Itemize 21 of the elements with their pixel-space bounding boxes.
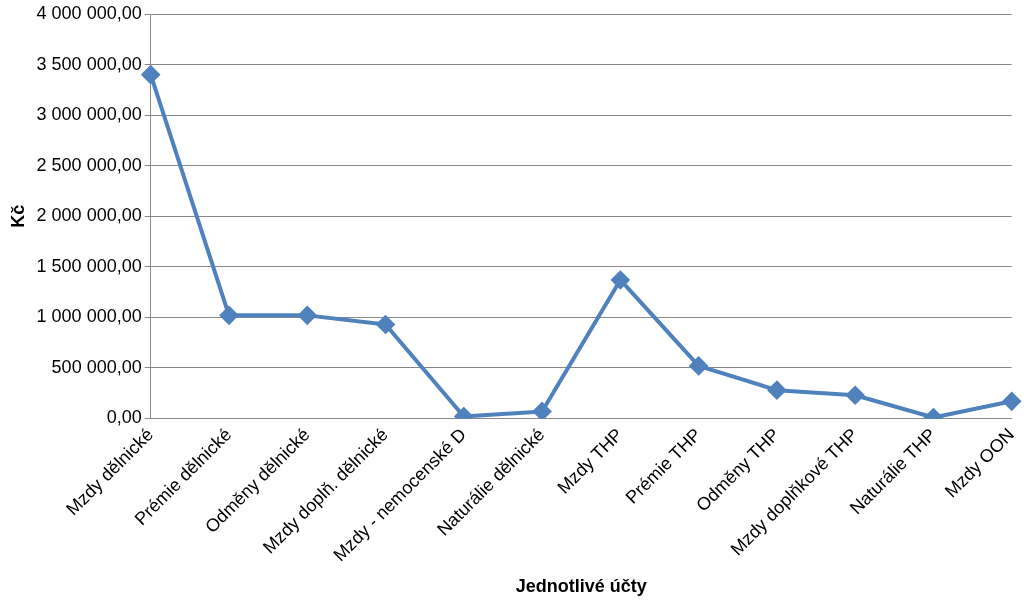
y-tick-label: 1 500 000,00 [36, 255, 142, 276]
point [533, 402, 552, 419]
y-axis-title: Kč [7, 204, 28, 228]
y-tick-label: 2 500 000,00 [36, 154, 142, 175]
y-tick-label: 1 000 000,00 [36, 306, 142, 327]
point [298, 306, 317, 325]
point [846, 386, 865, 405]
x-axis-title: Jednotlivé účty [515, 576, 647, 597]
y-tick-label: 3 500 000,00 [36, 53, 142, 74]
y-tick-label: 4 000 000,00 [36, 2, 142, 23]
y-tick-label: 0,00 [106, 407, 142, 428]
y-tick-label: 3 000 000,00 [36, 104, 142, 125]
point [376, 315, 395, 334]
point [689, 356, 708, 375]
point [219, 306, 238, 325]
y-tick-label: 2 000 000,00 [36, 205, 142, 226]
point [141, 65, 160, 84]
point [767, 381, 786, 400]
point [611, 270, 630, 289]
point [1002, 392, 1021, 411]
y-tick-label: 500 000,00 [51, 356, 142, 377]
